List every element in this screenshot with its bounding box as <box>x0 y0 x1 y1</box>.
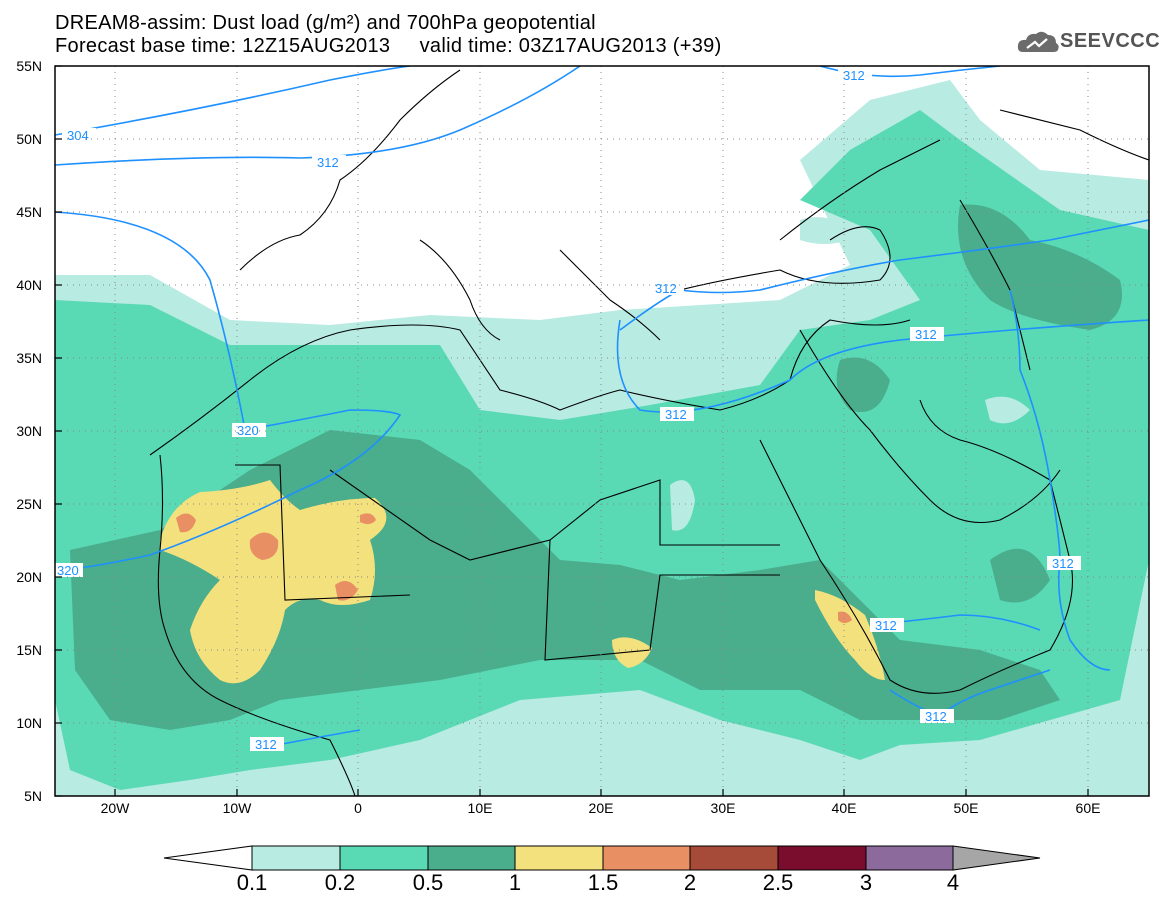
logo-text: SEEVCCC <box>1060 30 1161 52</box>
colorbar-label: 0.1 <box>236 870 268 895</box>
colorbar-label: 4 <box>946 870 960 895</box>
lat-label: 50N <box>16 131 42 147</box>
dust-band-high <box>612 637 652 668</box>
lat-label: 15N <box>16 642 42 658</box>
dust-band-mid <box>990 548 1050 603</box>
colorbar-segment <box>689 845 779 871</box>
lat-label: 5N <box>24 788 42 804</box>
dust-band-peak <box>249 532 279 560</box>
contour-label: 312 <box>920 709 954 724</box>
svg-text:312: 312 <box>665 407 687 422</box>
lon-label: 30E <box>710 800 736 816</box>
contour-label: 312 <box>650 281 684 296</box>
contour-label: 312 <box>910 327 944 342</box>
map-title: DREAM8-assim: Dust load (g/m²) and 700hP… <box>55 12 596 34</box>
dust-hole <box>670 480 695 531</box>
lat-label: 20N <box>16 569 42 585</box>
dust-band-peak <box>335 581 358 601</box>
contour-label: 320 <box>55 563 83 578</box>
lon-label: 0 <box>354 800 362 816</box>
svg-text:320: 320 <box>57 563 79 578</box>
svg-text:312: 312 <box>925 709 947 724</box>
lon-label: 10W <box>222 800 252 816</box>
lon-label: 10E <box>467 800 493 816</box>
colorbar-label: 2.5 <box>762 870 794 895</box>
colorbar-segment <box>427 845 516 871</box>
cloud-icon <box>1017 31 1059 52</box>
lon-label: 40E <box>831 800 857 816</box>
lon-label: 50E <box>953 800 979 816</box>
svg-text:312: 312 <box>915 327 937 342</box>
dust-band-mid <box>958 204 1122 330</box>
lat-label: 10N <box>16 715 42 731</box>
colorbar-segment <box>865 845 954 871</box>
svg-text:312: 312 <box>843 68 865 83</box>
gridlines <box>55 66 1149 796</box>
colorbar-segment <box>251 845 341 871</box>
colorbar-label: 0.2 <box>324 870 356 895</box>
dust-band-high <box>815 590 885 680</box>
lat-label: 35N <box>16 350 42 366</box>
lon-label: 20W <box>100 800 130 816</box>
svg-text:312: 312 <box>1052 556 1074 571</box>
map-subtitle: Forecast base time: 12Z15AUG2013 valid t… <box>55 35 722 57</box>
colorbar-segment <box>602 845 691 871</box>
svg-text:312: 312 <box>655 281 677 296</box>
lat-label: 25N <box>16 496 42 512</box>
dust-band-mid <box>70 430 1060 730</box>
colorbar-label: 2 <box>683 870 697 895</box>
coastlines <box>149 69 1149 796</box>
colorbar-segment <box>777 845 867 871</box>
contour-label: 312 <box>250 737 284 752</box>
dust-hole <box>800 217 860 244</box>
contour-label: 312 <box>838 68 872 83</box>
colorbar-label: 0.5 <box>412 870 444 895</box>
colorbar-label: 3 <box>859 870 873 895</box>
colorbar-label: 1 <box>508 870 522 895</box>
lat-label: 30N <box>16 423 42 439</box>
contour-label: 304 <box>62 128 96 143</box>
lat-label: 45N <box>16 204 42 220</box>
contour-labels: 312 304 312 312 312 320 312 320 312 312 … <box>55 68 1081 752</box>
colorbar-label: 1.5 <box>587 870 619 895</box>
dust-band-high <box>160 480 387 684</box>
contour-label: 312 <box>312 155 346 170</box>
colorbar-low-arrow <box>163 845 253 871</box>
colorbar-segment <box>514 845 604 871</box>
dust-band-peak <box>838 611 852 623</box>
contour-label: 320 <box>232 423 266 438</box>
tick-marks <box>55 65 1089 797</box>
svg-text:312: 312 <box>255 737 277 752</box>
colorbar-high-arrow <box>952 845 1041 871</box>
contour-label: 312 <box>1047 556 1081 571</box>
lon-label: 60E <box>1075 800 1101 816</box>
colorbar-segment <box>339 845 429 871</box>
dust-band-peak <box>360 513 376 525</box>
colorbar <box>163 845 1041 871</box>
svg-text:312: 312 <box>317 155 339 170</box>
lat-label: 40N <box>16 277 42 293</box>
dust-band-mid <box>836 357 890 412</box>
contour-label: 312 <box>660 407 694 422</box>
dust-field: 312 304 312 312 312 320 312 320 312 312 … <box>55 66 1149 796</box>
contour-label: 312 <box>870 618 904 633</box>
lon-label: 20E <box>588 800 614 816</box>
svg-text:304: 304 <box>67 128 89 143</box>
lat-label: 55N <box>16 58 42 74</box>
svg-text:312: 312 <box>875 618 897 633</box>
dust-band-peak <box>176 513 196 533</box>
dust-hole <box>985 396 1030 424</box>
